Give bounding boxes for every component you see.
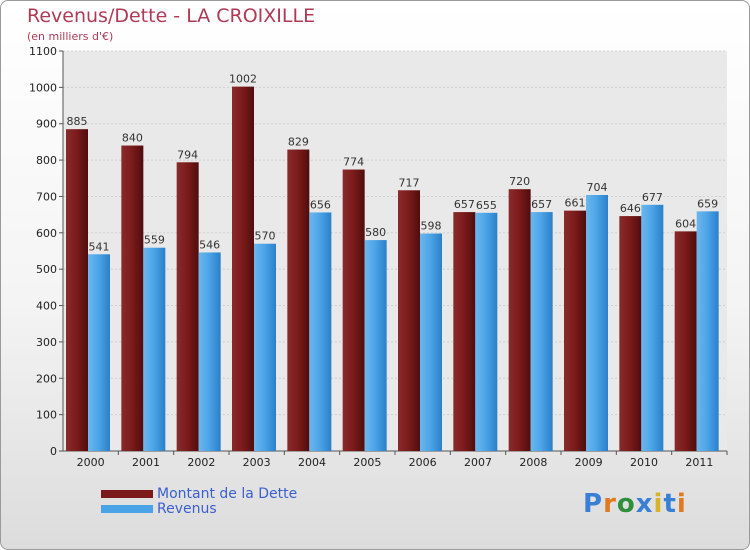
x-tick-label: 2004 <box>298 456 326 469</box>
x-tick-label: 2002 <box>187 456 215 469</box>
bar-dette <box>342 169 365 451</box>
data-label: 840 <box>122 132 143 145</box>
x-tick-label: 2010 <box>630 456 658 469</box>
legend-swatch-revenus <box>101 505 153 513</box>
bar-dette <box>674 231 697 451</box>
bar-dette <box>619 216 642 451</box>
bar-revenus <box>420 233 442 451</box>
y-tick-label: 100 <box>36 409 57 422</box>
logo-letter: o <box>616 489 636 519</box>
data-label: 794 <box>177 148 198 161</box>
legend-label-revenus: Revenus <box>157 501 217 517</box>
data-label: 829 <box>288 136 309 149</box>
logo-letter: P <box>583 489 604 519</box>
data-label: 717 <box>399 176 420 189</box>
bar-dette <box>232 86 254 452</box>
bar-revenus <box>198 252 221 451</box>
y-tick-label: 1000 <box>29 81 57 94</box>
x-tick-label: 2005 <box>353 456 381 469</box>
bar-dette <box>453 212 476 451</box>
chart-subtitle: (en milliers d'€) <box>27 30 114 43</box>
bar-revenus <box>696 211 719 451</box>
data-label: 656 <box>310 198 331 211</box>
x-tick-label: 2000 <box>77 456 105 469</box>
data-label: 677 <box>642 191 663 204</box>
x-tick-label: 2006 <box>409 456 437 469</box>
y-tick-label: 600 <box>36 227 57 240</box>
y-tick-label: 0 <box>50 445 57 458</box>
y-tick-label: 300 <box>36 336 57 349</box>
data-label: 598 <box>421 220 442 233</box>
y-tick-label: 800 <box>36 154 57 167</box>
y-tick-label: 500 <box>36 263 57 276</box>
x-tick-label: 2009 <box>575 456 603 469</box>
plot-area <box>63 51 727 451</box>
data-label: 657 <box>531 198 552 211</box>
data-label: 1002 <box>229 73 257 86</box>
proxiti-logo: Proxiti <box>583 489 687 519</box>
logo-letter: i <box>676 489 687 519</box>
x-tick-label: 2001 <box>132 456 160 469</box>
data-label: 704 <box>587 181 608 194</box>
bar-revenus <box>530 212 553 451</box>
data-label: 604 <box>675 217 696 230</box>
bar-revenus <box>88 254 110 451</box>
bar-revenus <box>143 247 166 451</box>
logo-letter: r <box>603 489 617 519</box>
y-tick-label: 200 <box>36 372 57 385</box>
chart-title: Revenus/Dette - LA CROIXILLE <box>27 5 316 27</box>
bar-revenus <box>364 240 387 451</box>
bar-dette <box>66 129 88 451</box>
data-label: 570 <box>255 230 276 243</box>
logo-letter: i <box>653 489 664 519</box>
x-tick-label: 2011 <box>685 456 713 469</box>
bar-dette <box>508 189 531 451</box>
data-label: 646 <box>620 202 641 215</box>
data-label: 655 <box>476 199 497 212</box>
data-label: 559 <box>144 234 165 247</box>
x-tick-label: 2007 <box>464 456 492 469</box>
bar-dette <box>176 162 199 452</box>
legend-label-dette: Montant de la Dette <box>157 486 298 502</box>
data-label: 661 <box>565 197 586 210</box>
data-label: 657 <box>454 198 475 211</box>
bar-dette <box>121 145 144 451</box>
data-label: 720 <box>509 175 530 188</box>
bar-dette <box>398 190 420 452</box>
bar-revenus <box>475 212 498 451</box>
data-label: 885 <box>67 115 88 128</box>
bar-dette <box>564 210 586 451</box>
bar-revenus <box>586 195 608 451</box>
x-tick-label: 2008 <box>519 456 547 469</box>
legend-swatch-dette <box>101 490 153 498</box>
bar-revenus <box>641 204 664 451</box>
y-tick-label: 400 <box>36 300 57 313</box>
data-label: 774 <box>343 156 364 169</box>
bar-revenus <box>254 243 276 451</box>
bar-revenus <box>309 212 332 451</box>
data-label: 541 <box>89 240 110 253</box>
y-tick-label: 900 <box>36 118 57 131</box>
data-label: 659 <box>697 197 718 210</box>
data-label: 580 <box>365 226 386 239</box>
logo-letter: x <box>635 489 654 519</box>
x-tick-label: 2003 <box>243 456 271 469</box>
logo-letter: t <box>663 489 677 519</box>
bar-dette <box>287 149 310 451</box>
y-tick-label: 1100 <box>29 45 57 58</box>
y-tick-label: 700 <box>36 190 57 203</box>
data-label: 546 <box>199 238 220 251</box>
